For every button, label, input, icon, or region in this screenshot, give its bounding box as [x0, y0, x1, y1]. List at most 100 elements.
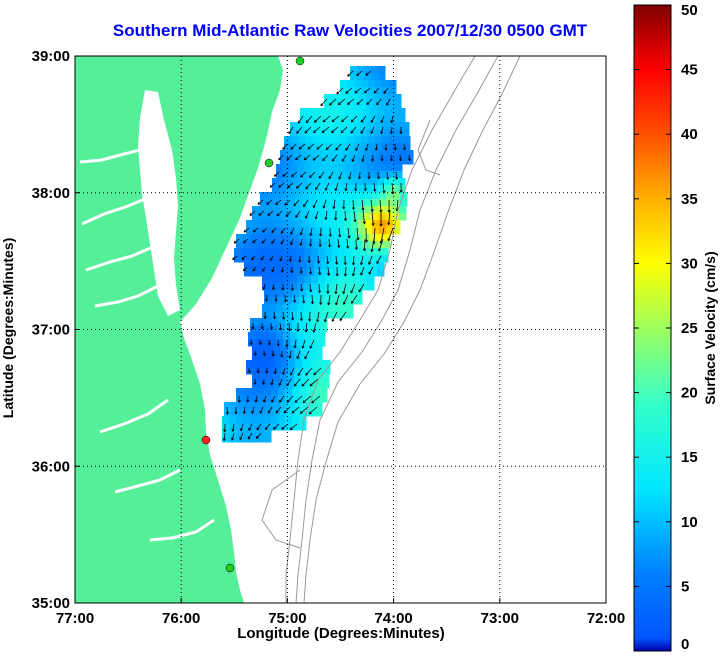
- velocity-cell: [330, 227, 338, 235]
- x-tick-label: 74:00: [374, 610, 412, 627]
- velocity-cell: [356, 262, 364, 270]
- velocity-arrow-head: [336, 273, 339, 277]
- velocity-cell: [306, 297, 314, 305]
- velocity-cell: [294, 409, 302, 417]
- velocity-cell: [315, 402, 323, 410]
- velocity-cell: [262, 332, 270, 340]
- velocity-cell: [339, 171, 347, 179]
- velocity-arrow-head: [338, 177, 342, 180]
- velocity-arrow: [388, 210, 391, 225]
- velocity-arrow: [373, 182, 376, 192]
- velocity-cell: [299, 318, 307, 326]
- velocity-cell: [280, 353, 288, 361]
- velocity-cell: [252, 381, 260, 389]
- velocity-cell: [297, 339, 305, 347]
- velocity-arrow-head: [243, 411, 246, 414]
- velocity-cell: [323, 220, 331, 228]
- velocity-arrow-head: [325, 217, 328, 220]
- velocity-cell: [396, 143, 404, 151]
- bathymetry-contours: [261, 56, 521, 603]
- velocity-arrow: [296, 182, 303, 189]
- velocity-cell: [245, 409, 253, 417]
- velocity-cell: [269, 332, 277, 340]
- velocity-cell: [329, 150, 337, 158]
- velocity-cell: [294, 402, 302, 410]
- velocity-cell: [276, 171, 284, 179]
- velocity-cell: [318, 304, 326, 312]
- velocity-arrow: [243, 266, 248, 272]
- velocity-cell: [262, 283, 270, 291]
- velocity-arrow-head: [400, 190, 403, 193]
- velocity-cell: [374, 129, 382, 137]
- velocity-cell: [335, 108, 343, 116]
- velocity-arrow: [304, 350, 310, 360]
- velocity-arrow-head: [331, 131, 335, 134]
- velocity-cell: [316, 367, 324, 375]
- velocity-cell: [391, 185, 399, 193]
- velocity-cell: [297, 304, 305, 312]
- velocity-arrow: [371, 238, 375, 252]
- velocity-arrow-head: [312, 301, 314, 305]
- velocity-cell: [381, 164, 389, 172]
- velocity-cell: [284, 143, 292, 151]
- velocity-cell: [259, 353, 267, 361]
- velocity-arrow-head: [265, 298, 269, 302]
- velocity-arrow: [305, 322, 308, 333]
- velocity-arrow-head: [223, 438, 226, 441]
- velocity-cell: [283, 164, 291, 172]
- velocity-cell: [308, 213, 316, 221]
- velocity-cell: [363, 262, 371, 270]
- velocity-arrow: [243, 227, 250, 233]
- velocity-arrow: [358, 171, 361, 180]
- velocity-cell: [301, 374, 309, 382]
- velocity-cell: [370, 262, 378, 270]
- velocity-cell: [381, 171, 389, 179]
- velocity-cell: [288, 360, 296, 368]
- velocity-arrow-head: [297, 329, 300, 332]
- velocity-arrow: [360, 266, 365, 276]
- velocity-arrow: [312, 154, 320, 161]
- velocity-arrow-head: [294, 299, 297, 303]
- velocity-arrow: [296, 350, 301, 359]
- velocity-cell: [385, 213, 393, 221]
- velocity-arrow: [325, 143, 333, 150]
- velocity-arrow-head: [383, 92, 387, 94]
- velocity-arrow-head: [350, 131, 354, 134]
- velocity-arrow-head: [252, 241, 256, 244]
- velocity-cell: [364, 66, 372, 74]
- velocity-arrow: [261, 238, 267, 244]
- velocity-arrow: [335, 182, 339, 191]
- velocity-cell: [360, 283, 368, 291]
- velocity-arrow: [279, 255, 283, 262]
- velocity-arrow-head: [281, 428, 285, 430]
- velocity-cell: [309, 199, 317, 207]
- velocity-cell: [343, 157, 351, 165]
- velocity-arrow-head: [313, 131, 316, 134]
- velocity-cell: [308, 402, 316, 410]
- velocity-cell: [340, 87, 348, 95]
- velocity-arrow-head: [383, 190, 386, 194]
- velocity-arrow-head: [260, 342, 262, 345]
- velocity-cell: [341, 234, 349, 242]
- velocity-cell: [354, 136, 362, 144]
- x-tick-label: 76:00: [162, 610, 200, 627]
- velocity-cell: [359, 94, 367, 102]
- velocity-cell: [314, 185, 322, 193]
- velocity-cell: [331, 101, 339, 109]
- velocity-cell: [398, 185, 406, 193]
- velocity-cell: [320, 388, 328, 396]
- velocity-arrow-head: [374, 188, 377, 192]
- velocity-arrow: [325, 182, 330, 191]
- y-tick-label: 38:00: [32, 185, 70, 202]
- velocity-cell: [278, 290, 286, 298]
- velocity-arrow-head: [293, 204, 297, 207]
- velocity-cell: [337, 227, 345, 235]
- velocity-arrow: [341, 115, 349, 123]
- velocity-cell: [377, 115, 385, 123]
- velocity-arrow: [276, 210, 283, 217]
- velocity-cell: [370, 185, 378, 193]
- velocity-cell: [304, 332, 312, 340]
- velocity-cell: [399, 157, 407, 165]
- velocity-cell: [288, 199, 296, 207]
- velocity-cell: [309, 360, 317, 368]
